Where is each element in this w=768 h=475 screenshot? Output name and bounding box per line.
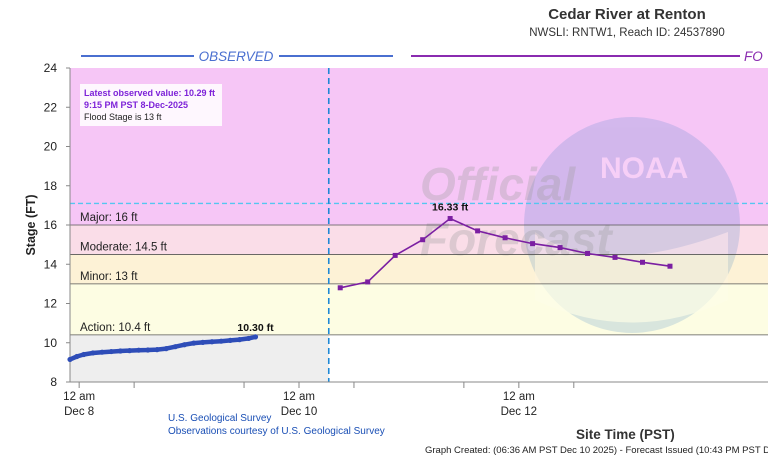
x-tick-label: 12 am bbox=[283, 391, 315, 403]
forecast-section-label: FO bbox=[744, 49, 763, 64]
threshold-label: Major: 16 ft bbox=[80, 212, 138, 224]
y-tick-label: 10 bbox=[44, 336, 58, 350]
observed-point bbox=[227, 337, 233, 343]
series-layer: 10.30 ft 16.33 ft bbox=[67, 202, 673, 363]
flood-category-bands bbox=[70, 68, 768, 382]
observed-point bbox=[246, 335, 252, 342]
observed-point bbox=[252, 334, 259, 340]
x-tick-label: 12 am bbox=[503, 391, 535, 403]
observed-point bbox=[236, 337, 243, 343]
observed-point bbox=[67, 356, 73, 363]
y-tick-label: 8 bbox=[50, 375, 57, 389]
y-tick-label: 24 bbox=[44, 61, 58, 75]
forecast-watermark: Forecast bbox=[420, 213, 613, 265]
observed-point bbox=[209, 339, 215, 345]
y-tick-label: 12 bbox=[44, 297, 58, 311]
forecast-point bbox=[612, 254, 618, 260]
y-tick-label: 22 bbox=[44, 100, 58, 114]
usgs-source-link[interactable]: U.S. Geological Survey bbox=[168, 413, 272, 424]
observed-section-label: OBSERVED bbox=[199, 49, 274, 64]
x-tick-date: Dec 8 bbox=[64, 406, 94, 418]
latest-observed-value: Latest observed value: 10.29 ft bbox=[84, 88, 216, 98]
section-indicators: OBSERVED FO bbox=[81, 49, 763, 64]
observed-peak-label: 10.30 ft bbox=[237, 322, 274, 334]
forecast-point bbox=[447, 216, 453, 222]
official-watermark: Official bbox=[420, 158, 576, 210]
usgs-courtesy-link[interactable]: Observations courtesy of U.S. Geological… bbox=[168, 426, 385, 437]
observed-point bbox=[218, 338, 224, 344]
forecast-point bbox=[502, 235, 508, 241]
observed-point bbox=[90, 350, 96, 356]
forecast-point bbox=[420, 237, 426, 243]
chart-title: Cedar River at Renton bbox=[548, 6, 706, 23]
noaa-logo-text: NOAA bbox=[600, 152, 688, 185]
y-tick-label: 20 bbox=[44, 140, 58, 154]
observed-point bbox=[154, 347, 160, 353]
band-action bbox=[70, 283, 768, 335]
forecast-point bbox=[365, 279, 371, 285]
observed-series-line bbox=[67, 334, 258, 362]
graph-created-note: Graph Created: (06:36 AM PST Dec 10 2025… bbox=[425, 445, 768, 456]
band-moderate bbox=[70, 225, 768, 255]
y-axis-title: Stage (FT) bbox=[24, 194, 38, 255]
axes: 8 10 12 14 16 18 20 22 24 Stage (FT) 12 am Dec 8 12 … bbox=[24, 61, 768, 418]
observed-point bbox=[181, 342, 188, 348]
forecast-point bbox=[475, 228, 481, 234]
forecast-point bbox=[640, 259, 645, 265]
chart-subtitle: NWSLI: RNTW1, Reach ID: 24537890 bbox=[529, 27, 725, 39]
forecast-point bbox=[530, 241, 536, 247]
threshold-label: Moderate: 14.5 ft bbox=[80, 241, 168, 253]
latest-observed-time: 9:15 PM PST 8-Dec-2025 bbox=[84, 100, 189, 110]
observed-point bbox=[145, 347, 151, 353]
forecast-point bbox=[392, 252, 398, 258]
forecast-point bbox=[585, 250, 591, 256]
forecast-peak-label: 16.33 ft bbox=[432, 202, 469, 214]
x-axis-title: Site Time (PST) bbox=[576, 427, 675, 442]
x-tick-label: 12 am bbox=[63, 391, 95, 403]
observed-point bbox=[81, 351, 87, 358]
observed-point bbox=[126, 348, 133, 354]
band-minor bbox=[70, 254, 768, 284]
forecast-point bbox=[557, 245, 563, 251]
observed-point bbox=[99, 349, 105, 355]
forecast-below-action-area bbox=[328, 334, 768, 382]
threshold-lines: Action: 10.4 ft Minor: 13 ft Moderate: 14.… bbox=[70, 68, 768, 382]
threshold-label: Minor: 13 ft bbox=[80, 271, 138, 283]
observed-point bbox=[200, 339, 206, 345]
x-tick-date: Dec 10 bbox=[281, 406, 317, 418]
observed-point bbox=[136, 347, 142, 353]
observed-point bbox=[172, 344, 178, 350]
x-tick-date: Dec 12 bbox=[501, 406, 537, 418]
y-tick-label: 16 bbox=[44, 218, 58, 232]
forecast-point bbox=[337, 285, 343, 291]
latest-value-box: Latest observed value: 10.29 ft 9:15 PM … bbox=[80, 84, 222, 126]
forecast-point bbox=[667, 263, 673, 269]
observed-point bbox=[117, 348, 123, 354]
threshold-label: Action: 10.4 ft bbox=[80, 322, 151, 334]
flood-stage-note: Flood Stage is 13 ft bbox=[84, 112, 162, 122]
observed-point bbox=[74, 353, 80, 360]
y-tick-label: 14 bbox=[44, 257, 58, 271]
observed-point bbox=[191, 340, 197, 346]
y-tick-label: 18 bbox=[44, 179, 58, 193]
observed-point bbox=[108, 348, 114, 355]
observed-point bbox=[163, 346, 169, 352]
